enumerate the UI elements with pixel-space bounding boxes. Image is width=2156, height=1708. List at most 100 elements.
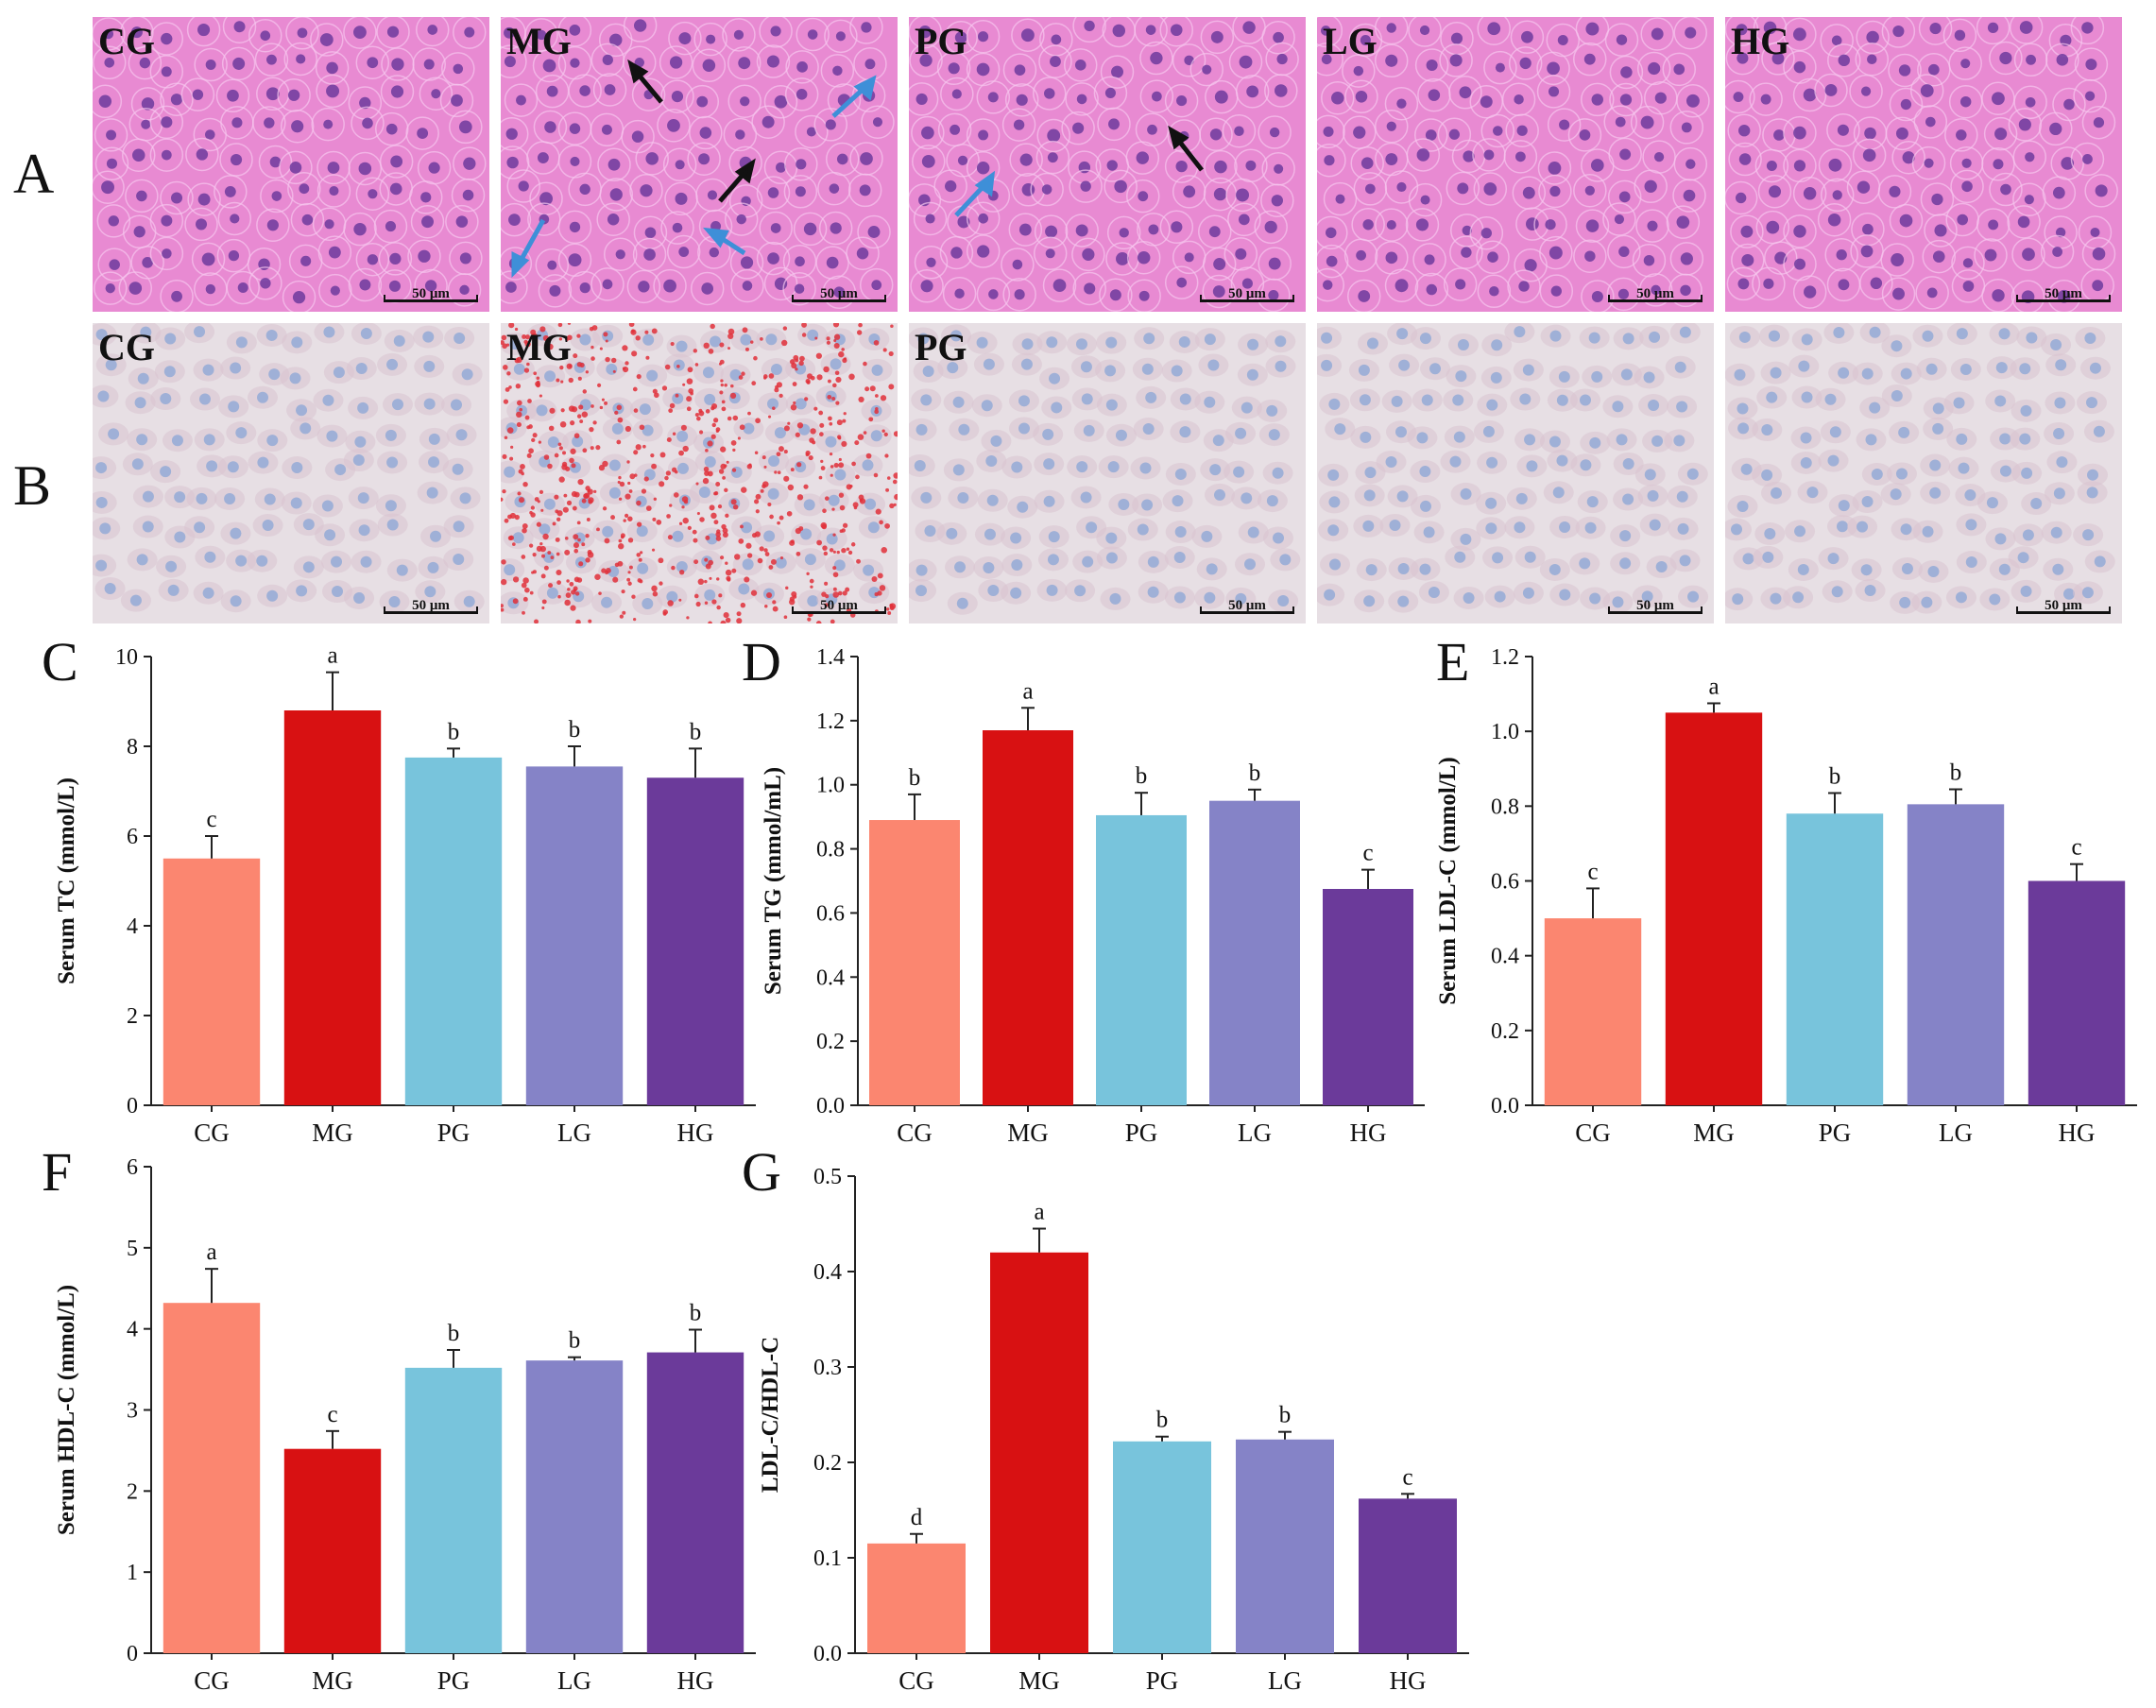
- bar-cg: [869, 820, 960, 1105]
- black-arrow-icon: [718, 158, 756, 203]
- bar-hg: [2028, 880, 2126, 1105]
- blue-arrow-icon: [511, 218, 546, 279]
- bar-hg: [1359, 1498, 1457, 1653]
- panel-label: MG: [506, 20, 572, 62]
- bar-mg: [1665, 712, 1763, 1105]
- x-tick-label: LG: [1238, 1119, 1272, 1147]
- row-label-a: A: [13, 143, 55, 205]
- y-tick-label: 0.2: [1491, 1019, 1519, 1044]
- x-tick-label: CG: [1575, 1119, 1611, 1147]
- bar-mg: [990, 1252, 1088, 1653]
- panel-letter: D: [742, 631, 781, 692]
- significance-letter: a: [1708, 674, 1719, 699]
- chart-e: E 0.0 0.2 0.4 0.6 0.8 1.0 1.2 Serum LDL-C (mmol/…: [1435, 631, 2137, 1147]
- significance-letter: b: [1136, 763, 1148, 789]
- significance-letter: b: [690, 1301, 702, 1326]
- x-tick-label: HG: [677, 1119, 714, 1147]
- oro-texture: [1725, 323, 2115, 614]
- bar-mg: [283, 1448, 382, 1653]
- bar-cg: [163, 1303, 261, 1653]
- he-panel-pg: PG 50 μm: [909, 17, 1306, 312]
- bar-hg: [646, 1352, 744, 1653]
- y-tick-label: 0.2: [813, 1451, 842, 1476]
- y-tick-label: 1.2: [1491, 645, 1519, 670]
- he-panel-lg: LG 50 μm: [1317, 17, 1714, 312]
- y-tick-label: 0: [127, 1094, 138, 1119]
- bar-cg: [1544, 918, 1642, 1105]
- significance-letter: a: [327, 643, 337, 669]
- significance-letter: b: [1950, 760, 1962, 786]
- significance-letter: b: [1156, 1408, 1169, 1433]
- y-tick-label: 0: [127, 1642, 138, 1666]
- y-tick-label: 0.4: [813, 1260, 842, 1285]
- x-tick-label: MG: [1018, 1666, 1060, 1695]
- oro-panel-hg: 50 μm: [1725, 323, 2122, 623]
- he-texture: [1317, 17, 1710, 312]
- y-tick-label: 6: [127, 825, 138, 849]
- x-tick-label: LG: [1939, 1119, 1973, 1147]
- y-tick-label: 1.0: [1491, 720, 1519, 744]
- scale-bar: 50 μm: [1200, 598, 1294, 614]
- he-texture: [1725, 17, 2118, 312]
- scale-bar: 50 μm: [1200, 286, 1294, 302]
- x-tick-label: MG: [1007, 1119, 1049, 1147]
- bar-pg: [404, 757, 503, 1105]
- panel-label: LG: [1323, 20, 1377, 62]
- black-arrow-icon: [627, 59, 663, 104]
- x-tick-label: HG: [2059, 1119, 2096, 1147]
- x-tick-label: LG: [557, 1666, 591, 1695]
- y-tick-label: 2: [127, 1004, 138, 1029]
- y-tick-label: 0.0: [813, 1642, 842, 1666]
- panel-label: MG: [506, 326, 572, 368]
- significance-letter: b: [1829, 763, 1841, 789]
- y-tick-label: 4: [127, 1318, 138, 1342]
- y-tick-label: 0.1: [813, 1546, 842, 1571]
- significance-letter: b: [448, 719, 460, 744]
- chart-d: D 0.0 0.2 0.4 0.6 0.8 1.0 1.2 1.4 Serum TG (mmol/…: [742, 631, 1425, 1147]
- scale-bar: 50 μm: [792, 598, 886, 614]
- y-tick-label: 1: [127, 1561, 138, 1585]
- significance-letter: c: [1587, 859, 1598, 884]
- he-texture: [909, 17, 1299, 312]
- panel-label: CG: [98, 326, 155, 368]
- y-axis-label: LDL-C/HDL-C: [758, 1337, 783, 1493]
- significance-letter: b: [690, 719, 702, 744]
- y-tick-label: 0.6: [816, 901, 845, 926]
- x-tick-label: PG: [437, 1119, 471, 1147]
- chart-c: C 0 2 4 6 8 10 Serum TC (mmol/L) c CG a MG b PG b LG b HG: [42, 631, 756, 1147]
- y-tick-label: 1.0: [816, 774, 845, 798]
- panel-letter: C: [42, 631, 78, 692]
- panel-letter: E: [1436, 631, 1469, 692]
- significance-letter: a: [1022, 678, 1033, 704]
- bar-pg: [1096, 814, 1187, 1105]
- x-tick-label: LG: [557, 1119, 591, 1147]
- panel-letter: F: [42, 1141, 72, 1203]
- y-tick-label: 1.4: [816, 645, 845, 670]
- x-tick-label: PG: [1125, 1119, 1158, 1147]
- he-panel-hg: HG 50 μm: [1725, 17, 2122, 312]
- oro-texture: [909, 324, 1301, 615]
- y-tick-label: 0.6: [1491, 870, 1519, 895]
- scale-bar: 50 μm: [1608, 286, 1703, 302]
- y-axis-label: Serum HDL-C (mmol/L): [54, 1285, 79, 1535]
- significance-letter: c: [206, 807, 216, 832]
- oro-panel-cg: CG 50 μm: [93, 323, 489, 623]
- x-tick-label: LG: [1268, 1666, 1302, 1695]
- y-axis-label: Serum TC (mmol/L): [54, 777, 79, 984]
- y-tick-label: 1.2: [816, 709, 845, 734]
- y-tick-label: 0.3: [813, 1356, 842, 1380]
- panel-label: HG: [1731, 20, 1790, 62]
- x-tick-label: PG: [1146, 1666, 1179, 1695]
- y-tick-label: 3: [127, 1399, 138, 1424]
- significance-letter: c: [1402, 1464, 1412, 1490]
- y-axis-label: Serum LDL-C (mmol/L): [1435, 757, 1461, 1004]
- significance-letter: a: [206, 1239, 216, 1265]
- bar-lg: [1907, 804, 2005, 1105]
- scale-bar: 50 μm: [384, 598, 478, 614]
- bar-cg: [867, 1543, 966, 1653]
- he-panel-cg: CG 50 μm: [93, 17, 489, 312]
- significance-letter: b: [1279, 1403, 1292, 1428]
- y-axis-label: Serum TG (mmol/mL): [761, 767, 786, 995]
- significance-letter: b: [1249, 760, 1261, 786]
- significance-letter: c: [327, 1402, 337, 1427]
